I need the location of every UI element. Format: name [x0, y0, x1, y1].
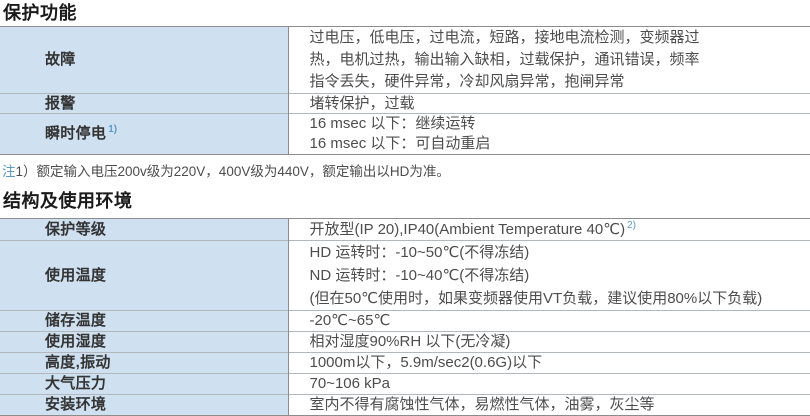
section-title-environment: 结构及使用环境 — [3, 191, 133, 211]
row-value-fault: 过电压，低电压，过电流，短路，接地电流检测，变频器过 热，电机过热，输出输入缺相… — [309, 29, 700, 90]
footnote-ref-1: 1) — [108, 124, 118, 135]
row-label-momentary-power-loss: 瞬时停电 1) — [0, 113, 289, 155]
row-momentary-power-loss: 瞬时停电 1) 16 msec 以下：继续运转 16 msec 以下：可自动重启 — [0, 113, 810, 155]
row-label-installation-environment: 安装环境 — [0, 394, 289, 416]
row-protection-class: 保护等级 开放型(IP 20),IP40(Ambient Temperature… — [0, 218, 810, 241]
footnote-prefix: 注 — [2, 164, 16, 179]
row-value-installation-environment: 室内不得有腐蚀性气体，易燃性气体，油雾，灰尘等 — [288, 394, 810, 416]
row-label-storage-temperature: 储存温度 — [0, 310, 289, 332]
row-operating-temperature: 使用温度 HD 运转时：-10~50℃(不得冻结) ND 运转时：-10~40℃… — [0, 240, 810, 311]
section-title-protection: 保护功能 — [3, 3, 77, 23]
row-value-storage-temperature: -20℃~65℃ — [288, 310, 810, 332]
row-value-alarm: 堵转保护，过载 — [288, 93, 810, 114]
protection-table: 故障 过电压，低电压，过电流，短路，接地电流检测，变频器过 热，电机过热，输出输… — [0, 26, 810, 155]
environment-table: 保护等级 开放型(IP 20),IP40(Ambient Temperature… — [0, 218, 810, 416]
footnote-text: 1）额定输入电压200v级为220V，400V级为440V，额定输出以HD为准。 — [15, 164, 450, 179]
row-value-protection-class: 开放型(IP 20),IP40(Ambient Temperature 40℃)… — [288, 219, 810, 241]
footnote-1: 注1）额定输入电压200v级为220V，400V级为440V，额定输出以HD为准… — [2, 163, 810, 181]
row-operating-humidity: 使用湿度 相对湿度90%RH 以下(无冷凝) — [0, 331, 810, 353]
row-altitude-vibration: 高度,振动 1000m以下，5.9m/sec2(0.6G)以下 — [0, 352, 810, 374]
momentary-power-loss-label: 瞬时停电 — [45, 125, 107, 142]
row-label-protection-class: 保护等级 — [0, 218, 289, 241]
row-value-altitude-vibration: 1000m以下，5.9m/sec2(0.6G)以下 — [288, 352, 810, 374]
row-alarm: 报警 堵转保护，过载 — [0, 93, 810, 114]
footnote-ref-2: 2) — [627, 220, 636, 231]
row-label-altitude-vibration: 高度,振动 — [0, 352, 289, 374]
row-storage-temperature: 储存温度 -20℃~65℃ — [0, 310, 810, 332]
row-value-atmospheric-pressure: 70~106 kPa — [288, 373, 810, 395]
row-label-atmospheric-pressure: 大气压力 — [0, 373, 289, 395]
row-value-momentary-power-loss: 16 msec 以下：继续运转 16 msec 以下：可自动重启 — [288, 113, 810, 155]
row-fault: 故障 过电压，低电压，过电流，短路，接地电流检测，变频器过 热，电机过热，输出输… — [0, 26, 810, 94]
row-label-operating-humidity: 使用湿度 — [0, 331, 289, 353]
row-label-alarm: 报警 — [0, 93, 289, 114]
row-value-operating-temperature: HD 运转时：-10~50℃(不得冻结) ND 运转时：-10~40℃(不得冻结… — [288, 240, 810, 311]
row-atmospheric-pressure: 大气压力 70~106 kPa — [0, 373, 810, 395]
protection-class-value: 开放型(IP 20),IP40(Ambient Temperature 40℃) — [309, 221, 626, 238]
row-value-operating-humidity: 相对湿度90%RH 以下(无冷凝) — [288, 331, 810, 353]
row-installation-environment: 安装环境 室内不得有腐蚀性气体，易燃性气体，油雾，灰尘等 — [0, 394, 810, 416]
row-label-operating-temperature: 使用温度 — [0, 240, 289, 311]
row-label-fault: 故障 — [0, 26, 289, 94]
